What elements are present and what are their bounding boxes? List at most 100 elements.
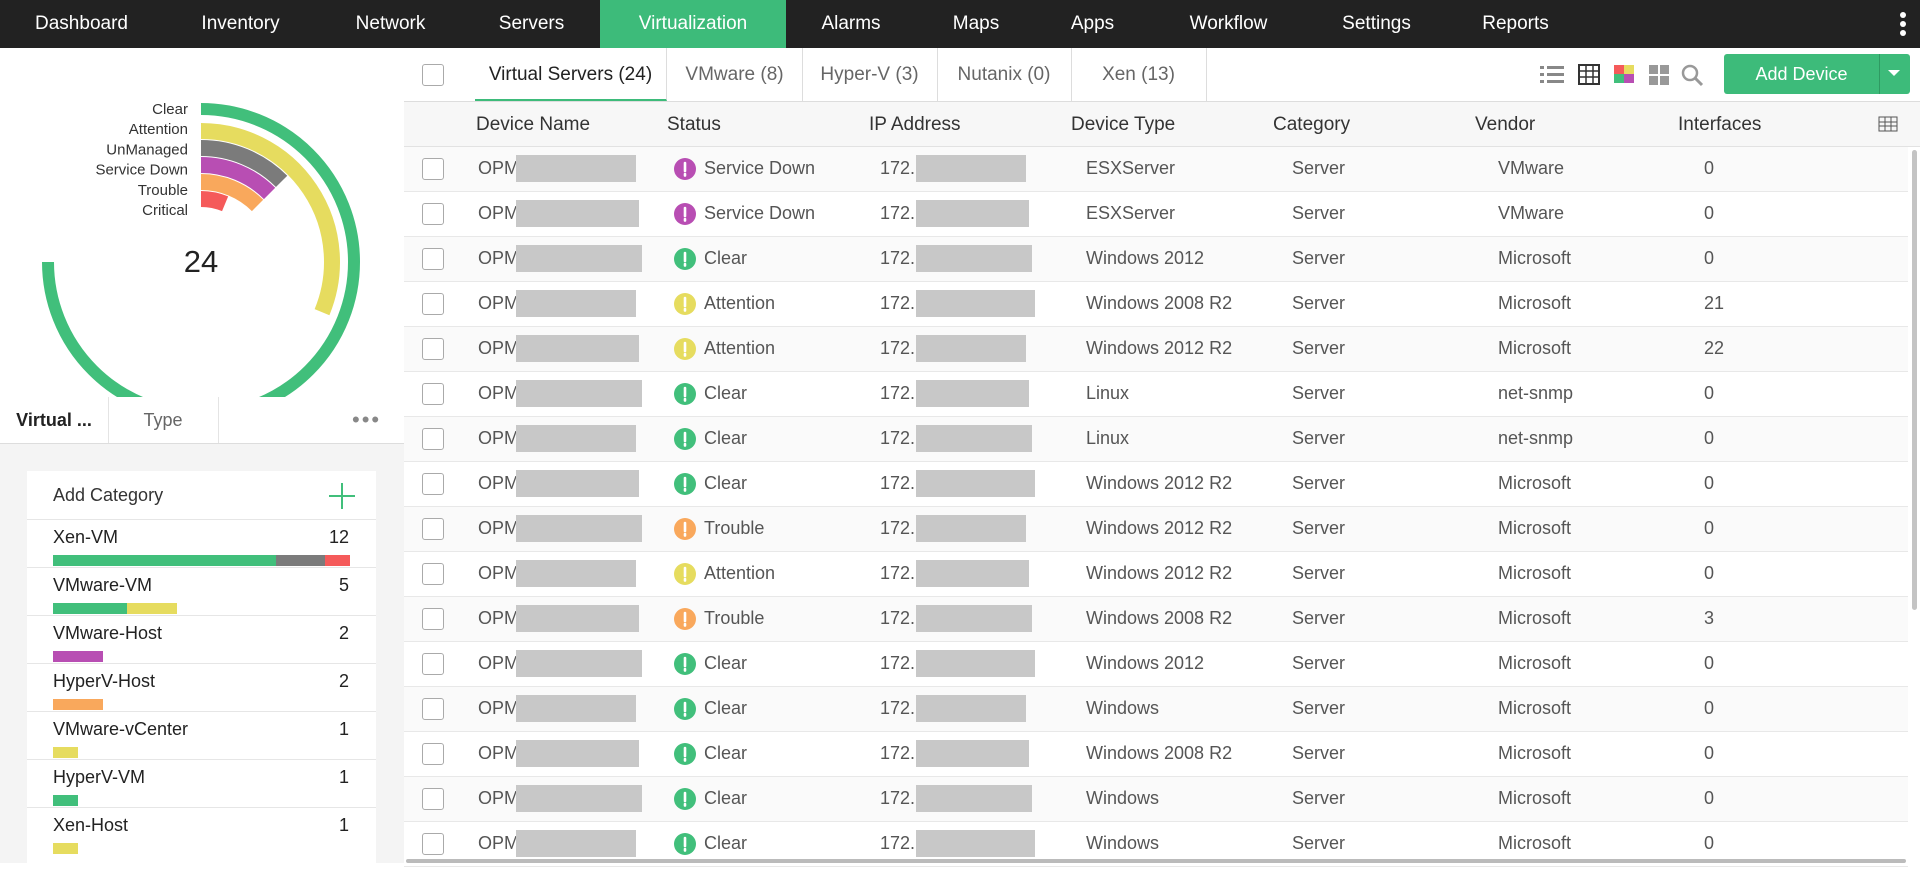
redacted <box>516 695 636 722</box>
row-checkbox[interactable] <box>422 698 444 720</box>
add-category[interactable]: Add Category <box>53 485 164 505</box>
table-row[interactable] <box>404 327 1908 372</box>
cell: 172. <box>880 788 916 808</box>
nav-item[interactable]: Alarms <box>821 13 881 34</box>
nav-item[interactable]: Maps <box>952 13 1000 34</box>
category-row[interactable] <box>27 807 376 855</box>
nav-item[interactable]: Inventory <box>201 13 280 34</box>
redacted <box>516 425 636 452</box>
row-checkbox[interactable] <box>422 788 444 810</box>
nav-item[interactable]: Virtualization <box>600 0 786 48</box>
cell: 21 <box>1704 293 1725 313</box>
column-header[interactable]: Category <box>1273 114 1351 135</box>
nav-item[interactable]: Servers <box>498 13 565 34</box>
nav-item[interactable]: Apps <box>1070 13 1115 34</box>
category-row[interactable] <box>27 567 376 615</box>
table-row[interactable] <box>404 777 1908 822</box>
legend-label: Clear <box>152 101 188 118</box>
view-icons[interactable] <box>1538 62 1718 90</box>
table-row[interactable] <box>404 372 1908 417</box>
side-tab[interactable]: Virtual ... <box>0 397 109 443</box>
column-header[interactable]: Interfaces <box>1678 114 1762 135</box>
row-checkbox[interactable] <box>422 473 444 495</box>
row-checkbox[interactable] <box>422 653 444 675</box>
tab[interactable]: Virtual Servers (24) <box>475 48 667 101</box>
row-checkbox[interactable] <box>422 518 444 540</box>
row-checkbox[interactable] <box>422 338 444 360</box>
row-checkbox[interactable] <box>422 293 444 315</box>
scrollbar[interactable] <box>1912 150 1917 610</box>
more[interactable]: ••• <box>352 407 382 432</box>
plus-icon[interactable] <box>327 481 357 511</box>
menu-dots[interactable] <box>1900 12 1906 36</box>
cell: Server <box>1292 653 1346 673</box>
table-row[interactable] <box>404 282 1908 327</box>
table-row[interactable] <box>404 552 1908 597</box>
legend-label: Critical <box>142 202 188 219</box>
select-all[interactable] <box>422 64 444 86</box>
category-name: HyperV-VM <box>53 767 146 787</box>
cell: OPM <box>478 428 520 448</box>
tab[interactable]: Hyper-V (3) <box>802 48 938 101</box>
cell: ESXServer <box>1086 158 1176 178</box>
row-checkbox[interactable] <box>422 608 444 630</box>
category-row[interactable] <box>27 615 376 663</box>
row-checkbox[interactable] <box>422 248 444 270</box>
cell: OPM <box>478 563 520 583</box>
status-arc <box>200 157 276 200</box>
button-label[interactable]: Add Device <box>1755 64 1848 84</box>
row-checkbox[interactable] <box>422 428 444 450</box>
category-row[interactable] <box>27 759 376 807</box>
column-header[interactable]: Vendor <box>1475 114 1536 135</box>
row-checkbox[interactable] <box>422 383 444 405</box>
cell: Windows 2012 <box>1086 248 1205 268</box>
nav-item[interactable]: Dashboard <box>35 13 128 34</box>
table-row[interactable] <box>404 642 1908 687</box>
table-row[interactable] <box>404 147 1908 192</box>
column-chooser[interactable] <box>1878 116 1898 132</box>
redacted <box>516 470 639 497</box>
status-icon <box>674 743 696 765</box>
tab[interactable]: VMware (8) <box>667 48 803 101</box>
table-row[interactable] <box>404 462 1908 507</box>
column-header[interactable]: Device Type <box>1071 114 1176 135</box>
nav-item[interactable]: Network <box>355 13 426 34</box>
row-checkbox[interactable] <box>422 743 444 765</box>
cell: Clear <box>704 698 748 718</box>
tab[interactable]: Xen (13) <box>1071 48 1207 101</box>
h-scrollbar[interactable] <box>406 859 1906 863</box>
tab[interactable]: Nutanix (0) <box>937 48 1072 101</box>
row-checkbox[interactable] <box>422 833 444 855</box>
cell: Windows 2012 R2 <box>1086 563 1233 583</box>
redacted <box>516 515 642 542</box>
side-tab[interactable]: Type <box>108 397 219 443</box>
row-checkbox[interactable] <box>422 203 444 225</box>
table-row[interactable] <box>404 417 1908 462</box>
table-row[interactable] <box>404 732 1908 777</box>
nav-item[interactable]: Workflow <box>1189 13 1268 34</box>
table-row[interactable] <box>404 507 1908 552</box>
row-checkbox[interactable] <box>422 563 444 585</box>
table-row[interactable] <box>404 597 1908 642</box>
row-checkbox[interactable] <box>422 158 444 180</box>
category-row[interactable] <box>27 711 376 759</box>
nav-item[interactable]: Reports <box>1482 13 1549 34</box>
cell: 172. <box>880 518 916 538</box>
nav-item[interactable]: Settings <box>1342 13 1411 34</box>
table-row[interactable] <box>404 237 1908 282</box>
redacted <box>916 785 1032 812</box>
add-device[interactable]: Add Device <box>1724 54 1910 94</box>
table-row[interactable] <box>404 192 1908 237</box>
column-header[interactable]: Status <box>667 114 721 135</box>
redacted <box>916 470 1035 497</box>
redacted <box>916 650 1035 677</box>
column-header[interactable]: Device Name <box>476 114 591 135</box>
table-row[interactable] <box>404 687 1908 732</box>
category-row[interactable] <box>27 519 376 567</box>
column-header[interactable]: IP Address <box>869 114 961 135</box>
status-icon <box>674 563 696 585</box>
category-segment <box>53 651 103 662</box>
category-segment <box>325 555 350 566</box>
category-row[interactable] <box>27 663 376 711</box>
cell: Server <box>1292 788 1346 808</box>
